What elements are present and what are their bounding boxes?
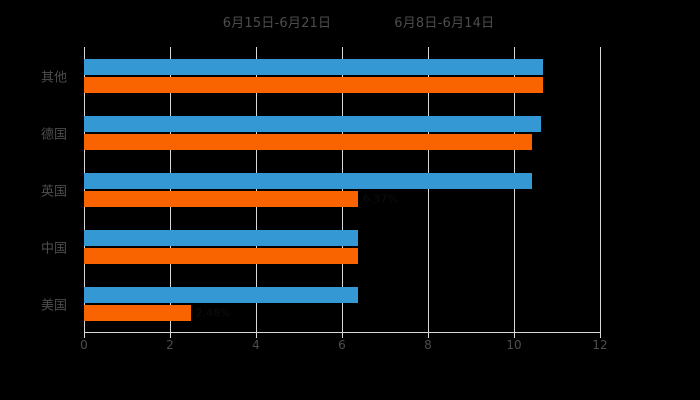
y-axis-category-label: 英国 <box>40 184 67 199</box>
x-tick-label: 0 <box>80 338 88 352</box>
x-gridline <box>84 47 85 332</box>
x-tick-mark <box>256 333 257 338</box>
bar-series-2[interactable] <box>84 76 544 93</box>
x-tick-label: 4 <box>252 338 260 352</box>
x-gridline <box>342 47 343 332</box>
x-tick-mark <box>514 333 515 338</box>
x-tick-label: 10 <box>506 338 522 352</box>
x-tick-mark <box>342 333 343 338</box>
bar-series-1[interactable] <box>84 172 533 189</box>
x-tick-label: 8 <box>424 338 432 352</box>
bar-series-2[interactable] <box>84 190 358 207</box>
x-gridline <box>428 47 429 332</box>
bar-series-2[interactable] <box>84 304 191 321</box>
x-gridline <box>256 47 257 332</box>
legend-item-series-1[interactable]: 6月15日-6月21日 <box>206 12 332 31</box>
legend-label-series-1: 6月15日-6月21日 <box>222 16 332 31</box>
x-gridline <box>170 47 171 332</box>
y-axis-category-label: 德国 <box>40 127 67 142</box>
x-gridline <box>514 47 515 332</box>
bar-series-2[interactable] <box>84 247 358 264</box>
x-tick-label: 6 <box>338 338 346 352</box>
x-axis-line <box>84 332 601 333</box>
x-tick-mark <box>428 333 429 338</box>
bar-series-2[interactable] <box>84 133 533 150</box>
legend-label-series-2: 6月8日-6月14日 <box>394 16 495 31</box>
circle-marker-icon <box>206 17 216 27</box>
legend-item-series-2[interactable]: 6月8日-6月14日 <box>377 12 494 31</box>
bar-data-label: 6.37% <box>362 192 398 205</box>
bar-series-1[interactable] <box>84 58 544 75</box>
square-marker-icon <box>377 17 387 27</box>
y-axis-category-label: 中国 <box>40 241 67 256</box>
bar-series-1[interactable] <box>84 115 542 132</box>
x-tick-mark <box>600 333 601 338</box>
y-axis-category-label: 美国 <box>40 298 67 313</box>
y-axis-category-label: 其他 <box>40 70 67 85</box>
bar-series-1[interactable] <box>84 286 358 303</box>
x-tick-label: 12 <box>592 338 608 352</box>
bar-data-label: 2.48% <box>195 306 231 319</box>
x-gridline <box>600 47 601 332</box>
x-tick-mark <box>170 333 171 338</box>
x-tick-mark <box>84 333 85 338</box>
x-tick-label: 2 <box>166 338 174 352</box>
plot-area <box>84 47 601 332</box>
chart-legend: 6月15日-6月21日 6月8日-6月14日 <box>0 12 700 31</box>
bar-series-1[interactable] <box>84 229 358 246</box>
